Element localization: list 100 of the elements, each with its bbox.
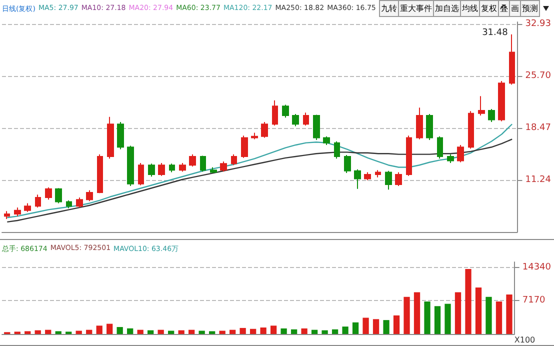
candlestick (375, 170, 381, 178)
bar (434, 306, 441, 334)
candlestick (97, 154, 103, 194)
bar (322, 330, 328, 334)
candlestick (169, 163, 175, 173)
candlestick (272, 100, 278, 126)
candlestick (231, 154, 237, 166)
bar (24, 331, 31, 334)
text: 画 (509, 0, 521, 17)
bar (496, 301, 502, 334)
candlestick (66, 200, 72, 209)
candlestick (334, 140, 340, 160)
text: 叠 (498, 0, 510, 17)
candlestick (313, 114, 320, 140)
candlestick (437, 136, 443, 160)
candlestick (55, 188, 62, 204)
bar (393, 315, 400, 334)
candlestick (509, 34, 515, 86)
candlestick (210, 166, 217, 174)
text: 重大事件 (398, 0, 434, 17)
candlestick (251, 132, 258, 140)
candlestick (498, 80, 505, 122)
bar (55, 331, 62, 334)
candlestick (457, 144, 464, 163)
bar (362, 318, 369, 334)
bar (260, 327, 266, 334)
y-tick-label: 32.93 (525, 18, 551, 29)
candlestick (35, 194, 41, 208)
bar (76, 330, 82, 334)
candlestick (468, 110, 474, 150)
candlestick (107, 116, 114, 160)
candlestick (127, 145, 134, 186)
candlestick (24, 202, 31, 212)
bar (96, 326, 102, 334)
y-tick-label: 18.47 (525, 122, 551, 133)
y-tick-label: 25.70 (525, 70, 552, 81)
bar (106, 324, 113, 334)
bar (332, 329, 338, 334)
bar (178, 330, 184, 334)
candlestick (323, 136, 330, 146)
candlestick (220, 161, 227, 172)
candlestick (344, 154, 351, 174)
y-tick-label: 11.24 (525, 174, 552, 185)
bar (188, 330, 195, 334)
bar (444, 304, 451, 334)
bar (229, 330, 236, 334)
candlestick (426, 114, 433, 140)
candlestick (158, 162, 165, 176)
y-tick-label: 7170 (522, 296, 546, 306)
bar (280, 328, 287, 334)
bar (116, 327, 123, 334)
candlestick (200, 155, 206, 172)
candlestick (261, 121, 268, 138)
candlestick (14, 207, 21, 217)
annotation: 31.48 (482, 28, 508, 38)
candlestick (179, 162, 186, 172)
bar (383, 320, 390, 334)
bar (414, 292, 420, 334)
bar (454, 292, 462, 334)
line-series (6, 138, 513, 223)
candlestick (117, 121, 124, 150)
y-axis-title: X100 (514, 336, 536, 344)
candlestick (45, 186, 52, 200)
candlestick (447, 154, 454, 164)
candlestick (385, 170, 392, 190)
candlestick (282, 104, 289, 118)
candlestick (241, 135, 248, 158)
candlestick (303, 112, 309, 126)
bar (506, 294, 512, 334)
bar (240, 328, 246, 334)
y-tick-label: 14340 (522, 262, 552, 272)
bar (45, 330, 52, 334)
bar (372, 319, 380, 334)
candlestick (488, 108, 495, 122)
candlestick (406, 135, 412, 176)
candlestick (292, 114, 299, 127)
text: 预测 (520, 0, 540, 17)
bar (342, 326, 348, 334)
bar (352, 322, 359, 334)
bar (424, 301, 430, 334)
candlestick (86, 190, 93, 202)
bar (148, 330, 154, 334)
candlestick (4, 210, 10, 220)
bar (168, 330, 174, 334)
candlestick (76, 196, 83, 208)
text: 九转 (379, 0, 399, 17)
bar (158, 330, 164, 334)
bar (270, 326, 277, 334)
text: 加自选 (433, 0, 461, 17)
bar (34, 330, 41, 334)
bar (486, 296, 492, 334)
bar (219, 330, 226, 334)
bar (301, 328, 308, 334)
candlestick (354, 168, 361, 190)
bar (198, 330, 205, 334)
text: 均线 (460, 0, 480, 17)
candlestick (395, 172, 402, 186)
bar (465, 268, 472, 334)
line-series (6, 124, 513, 218)
candlestick (364, 172, 371, 181)
